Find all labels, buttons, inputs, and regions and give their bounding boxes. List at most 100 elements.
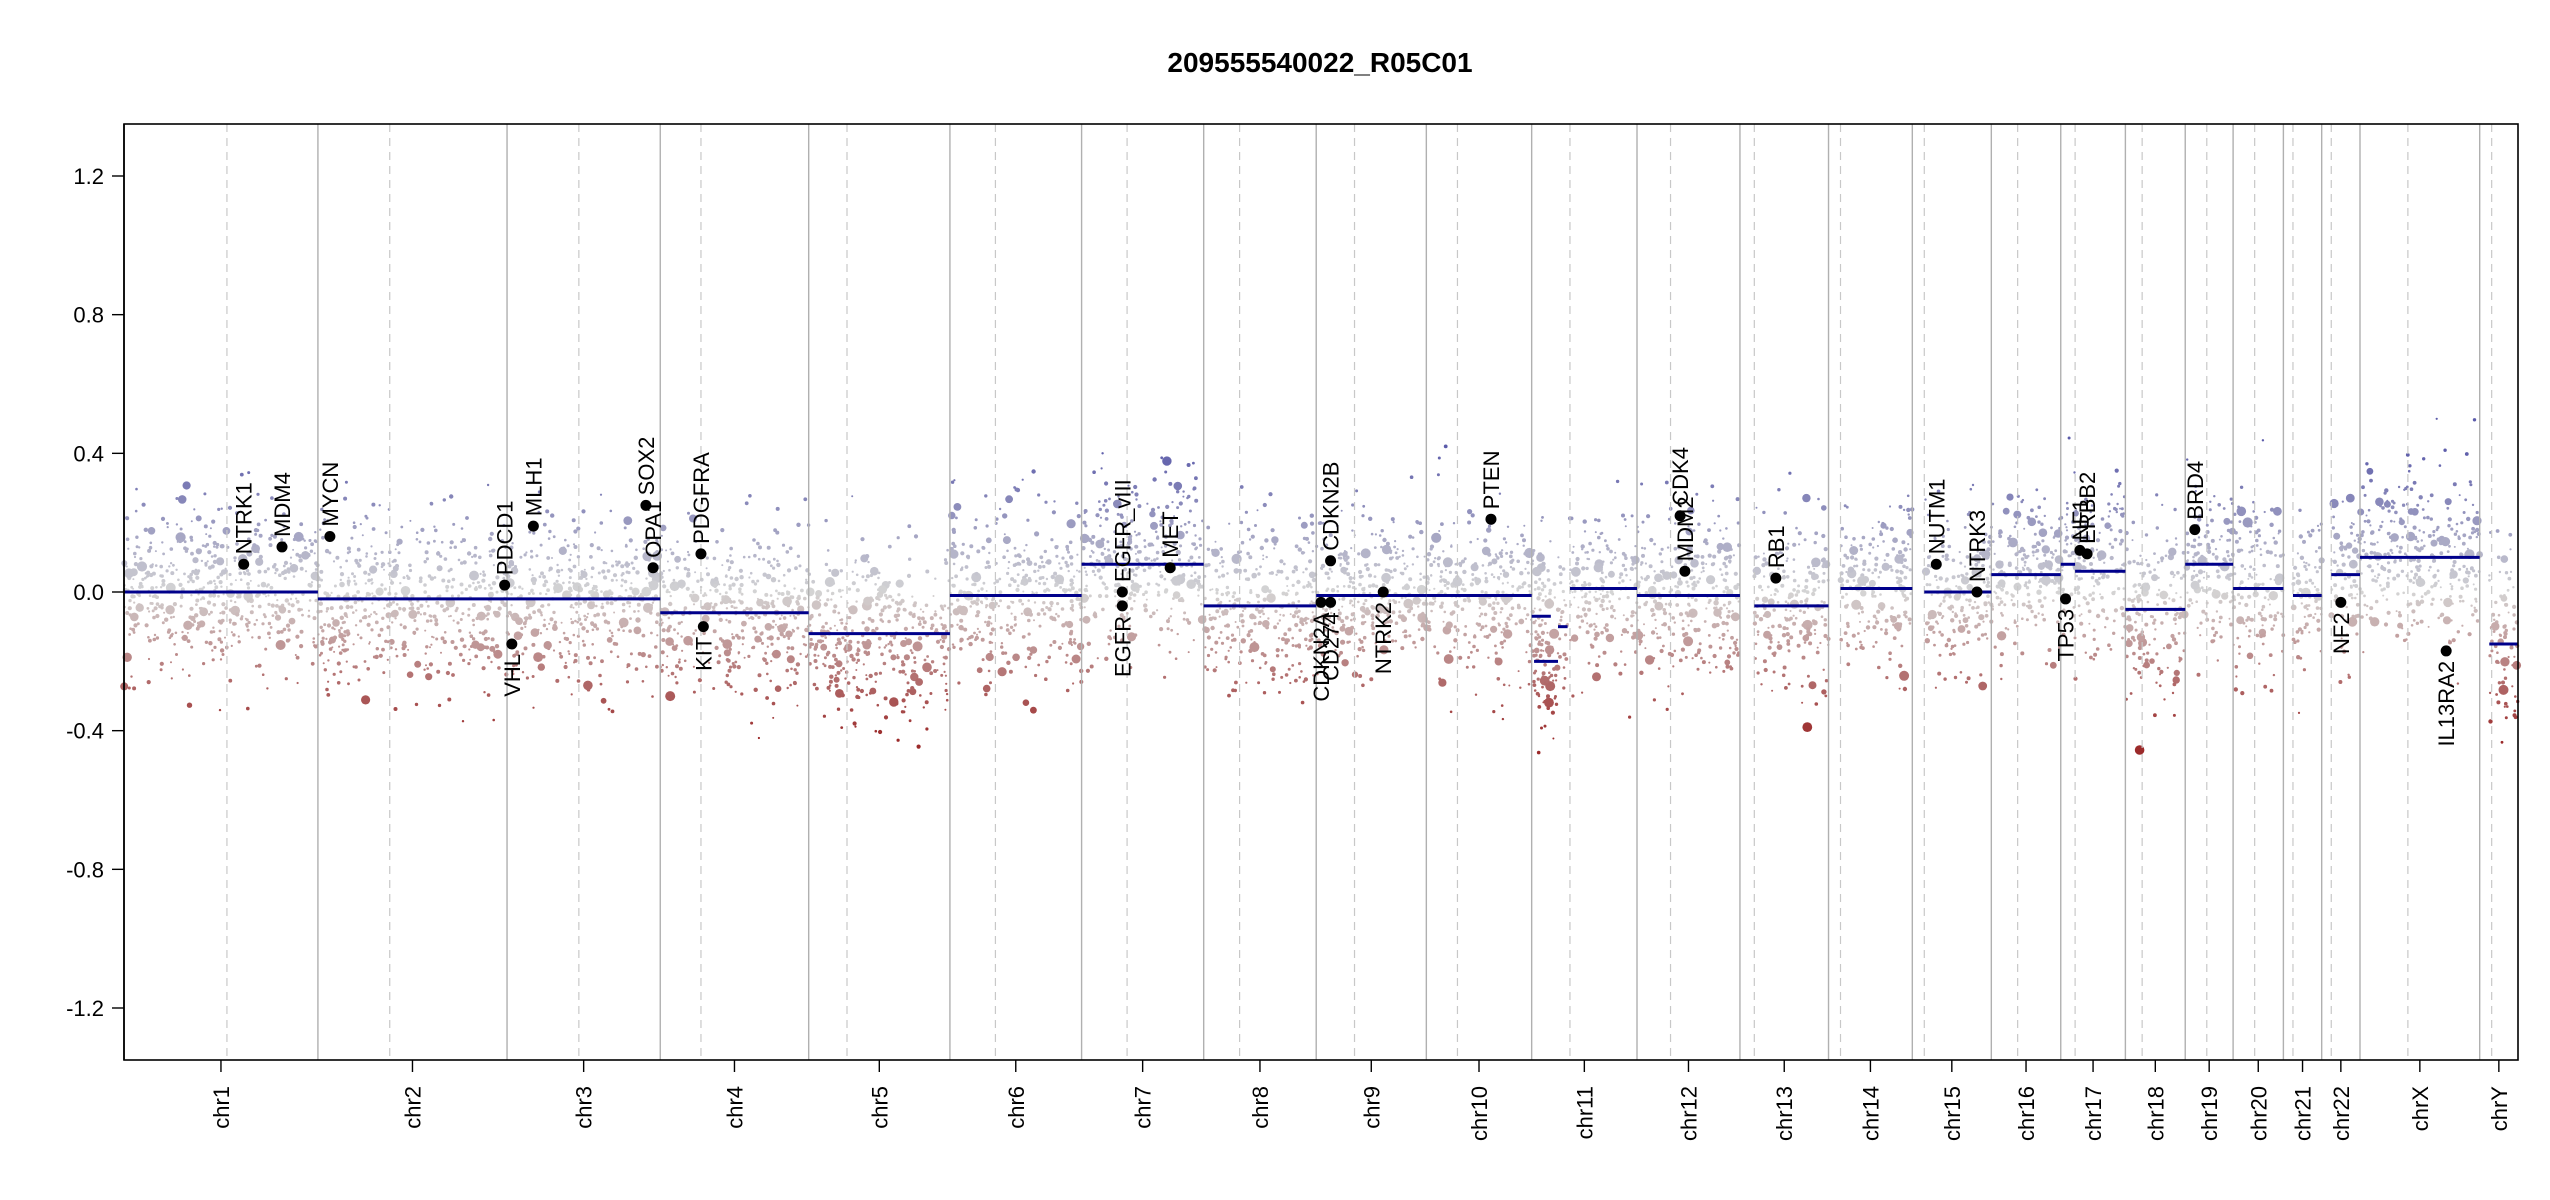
probe-point [855,661,858,664]
probe-point [1439,575,1443,578]
probe-point [1259,545,1265,551]
probe-point [1777,623,1782,629]
probe-point [1987,601,1991,604]
probe-point [1027,632,1031,636]
probe-point [1374,533,1377,536]
probe-point [1695,492,1699,496]
probe-point [1644,591,1649,595]
probe-point [1703,538,1708,543]
probe-point [1964,624,1969,628]
probe-point [692,632,696,635]
probe-point [848,605,858,615]
probe-point [1496,576,1501,580]
probe-point [626,600,630,605]
probe-point [135,603,144,612]
probe-point [1890,615,1898,623]
probe-point [901,660,905,664]
probe-point [1246,551,1250,556]
probe-point [1681,627,1685,631]
probe-point [380,562,386,567]
probe-point [610,709,615,714]
probe-point [1100,551,1104,555]
probe-point [1336,615,1341,621]
probe-point [249,610,254,615]
probe-point [814,645,818,649]
probe-point [242,571,246,574]
probe-point [1438,530,1441,532]
probe-point [1548,591,1552,596]
probe-point [1871,527,1874,529]
probe-point [1902,593,1907,598]
probe-point [352,521,356,524]
probe-point [1135,498,1138,501]
probe-point [1123,567,1128,572]
probe-point [177,578,180,582]
probe-point [828,684,832,687]
probe-point [338,632,345,639]
probe-point [365,555,368,558]
probe-point [670,551,675,556]
probe-point [1808,570,1813,575]
probe-point [371,592,374,595]
probe-point [1370,605,1374,609]
probe-point [1010,577,1015,582]
probe-point [599,682,603,686]
probe-point [1362,635,1367,640]
probe-point [1643,547,1647,550]
probe-point [748,494,752,498]
probe-point [1187,620,1192,625]
probe-point [568,581,571,584]
probe-point [365,552,369,555]
probe-point [1123,524,1128,528]
probe-point [395,654,399,658]
probe-point [691,596,695,600]
probe-point [1784,608,1788,612]
probe-point [944,626,947,629]
probe-point [854,561,857,564]
probe-point [1147,583,1150,586]
probe-point [1806,565,1811,569]
probe-point [559,655,563,658]
probe-point [130,675,133,678]
probe-point [1072,575,1076,578]
probe-point [207,550,212,555]
probe-point [1707,601,1711,604]
probe-point [1798,629,1803,634]
probe-point [1660,547,1664,551]
probe-point [1168,481,1173,486]
probe-point [630,582,633,585]
probe-point [865,574,870,579]
probe-point [1538,577,1542,581]
probe-point [1426,552,1432,557]
probe-point [1289,681,1292,685]
probe-point [1506,525,1510,528]
probe-point [1443,610,1447,614]
probe-point [1248,538,1252,541]
probe-point [650,631,653,635]
probe-point [585,629,590,634]
probe-point [1244,510,1248,514]
probe-point [1554,702,1559,706]
probe-point [1650,630,1656,635]
probe-point [1817,497,1820,501]
probe-point [352,524,357,530]
probe-point [1509,565,1513,569]
probe-point [944,674,948,677]
probe-point [1803,538,1807,542]
probe-point [1173,481,1183,491]
probe-point [1787,542,1790,545]
probe-point [1440,522,1444,526]
probe-point [1364,598,1368,603]
probe-point [1166,627,1170,631]
probe-point [1671,616,1675,620]
probe-point [999,626,1003,630]
probe-point [867,560,870,564]
probe-point [1027,618,1031,623]
probe-point [861,575,865,579]
probe-point [1685,580,1689,584]
probe-point [127,686,131,690]
probe-point [1239,650,1243,654]
probe-point [1926,633,1929,636]
probe-point [1964,577,1968,580]
probe-point [396,538,403,545]
